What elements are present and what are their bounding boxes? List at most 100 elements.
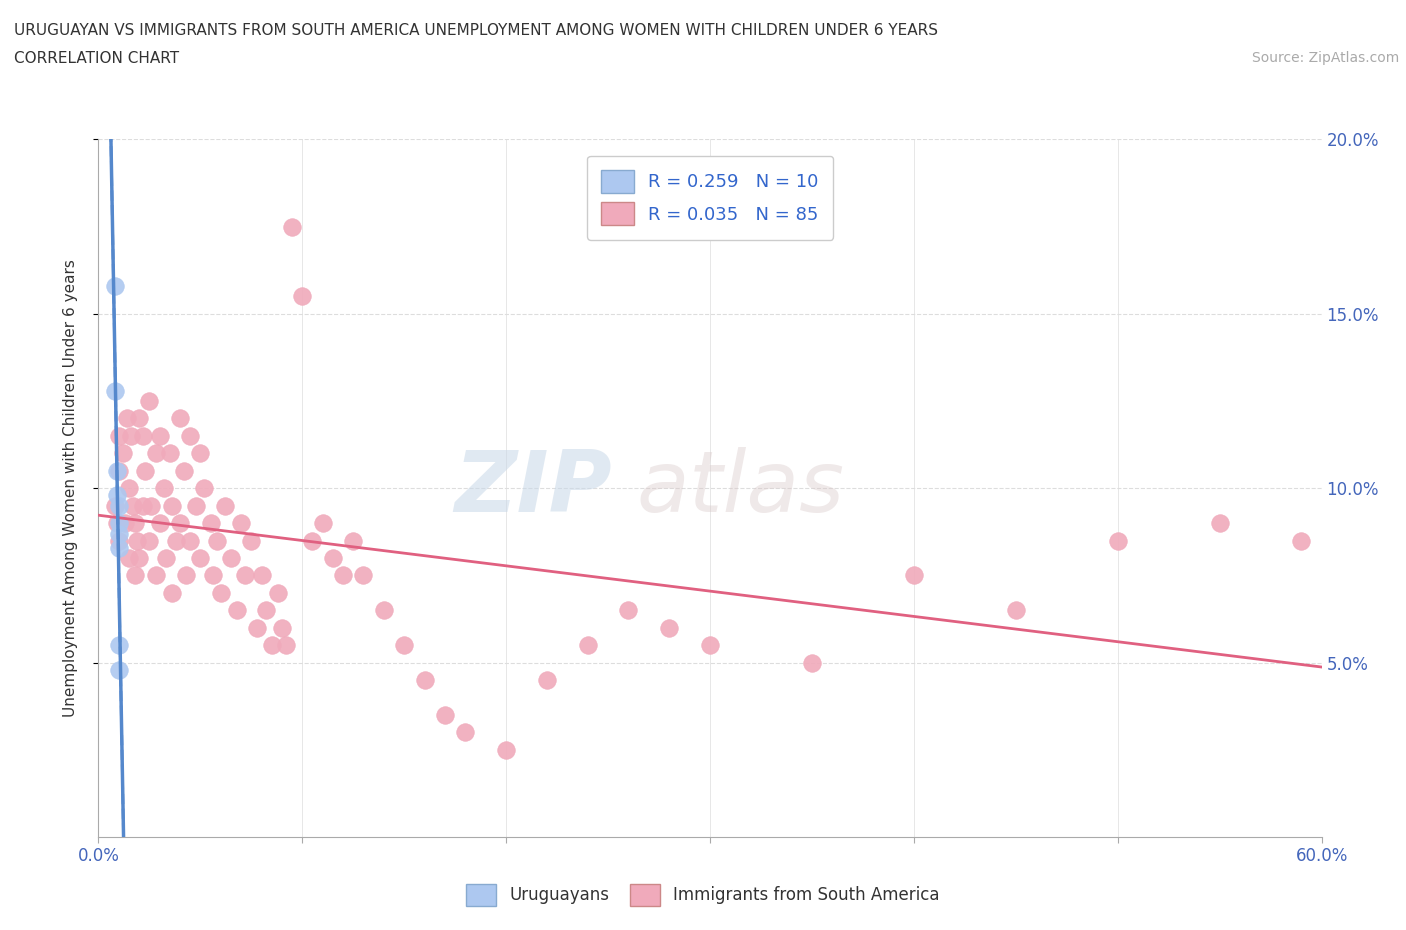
Point <box>149 429 172 444</box>
Point <box>122 498 145 513</box>
Point <box>254 603 277 618</box>
Point <box>219 551 242 565</box>
Point <box>267 586 290 601</box>
Point <box>155 551 177 565</box>
Text: URUGUAYAN VS IMMIGRANTS FROM SOUTH AMERICA UNEMPLOYMENT AMONG WOMEN WITH CHILDRE: URUGUAYAN VS IMMIGRANTS FROM SOUTH AMERI… <box>14 23 938 38</box>
Point <box>231 515 253 530</box>
Point <box>145 568 167 583</box>
Point <box>205 533 228 548</box>
Point <box>104 383 127 398</box>
Point <box>124 515 146 530</box>
Point <box>134 463 156 478</box>
Point <box>108 638 131 653</box>
Point <box>169 515 191 530</box>
Point <box>108 429 131 444</box>
Point <box>105 488 128 503</box>
Point <box>193 481 215 496</box>
Point <box>186 498 208 513</box>
Point <box>536 672 558 687</box>
Point <box>209 586 232 601</box>
Point <box>132 429 155 444</box>
Point <box>240 533 263 548</box>
Legend: R = 0.259   N = 10, R = 0.035   N = 85: R = 0.259 N = 10, R = 0.035 N = 85 <box>586 155 834 240</box>
Point <box>801 656 824 671</box>
Point <box>332 568 354 583</box>
Point <box>124 568 146 583</box>
Point <box>188 446 212 461</box>
Point <box>312 515 335 530</box>
Point <box>270 620 294 635</box>
Point <box>105 515 128 530</box>
Point <box>108 540 131 555</box>
Point <box>145 446 167 461</box>
Point <box>226 603 249 618</box>
Point <box>233 568 256 583</box>
Point <box>281 219 304 234</box>
Point <box>165 533 187 548</box>
Point <box>120 429 142 444</box>
Point <box>454 725 477 740</box>
Point <box>108 463 131 478</box>
Point <box>108 526 131 541</box>
Point <box>160 586 183 601</box>
Point <box>108 533 131 548</box>
Point <box>179 429 201 444</box>
Point <box>114 515 136 530</box>
Text: Source: ZipAtlas.com: Source: ZipAtlas.com <box>1251 51 1399 65</box>
Point <box>1004 603 1026 618</box>
Point <box>141 498 163 513</box>
Point <box>617 603 640 618</box>
Point <box>138 393 160 408</box>
Point <box>322 551 344 565</box>
Point <box>108 662 131 677</box>
Point <box>128 551 150 565</box>
Point <box>169 411 191 426</box>
Point <box>495 742 517 757</box>
Point <box>903 568 925 583</box>
Point <box>260 638 283 653</box>
Text: ZIP: ZIP <box>454 446 612 530</box>
Point <box>128 411 150 426</box>
Point <box>149 515 172 530</box>
Point <box>576 638 599 653</box>
Point <box>105 463 128 478</box>
Point <box>108 515 131 530</box>
Point <box>214 498 236 513</box>
Point <box>392 638 416 653</box>
Point <box>291 289 314 304</box>
Point <box>127 533 149 548</box>
Point <box>301 533 323 548</box>
Point <box>373 603 395 618</box>
Point <box>342 533 364 548</box>
Y-axis label: Unemployment Among Women with Children Under 6 years: Unemployment Among Women with Children U… <box>63 259 77 717</box>
Point <box>434 708 457 723</box>
Point <box>201 568 224 583</box>
Point <box>174 568 197 583</box>
Point <box>138 533 160 548</box>
Point <box>118 481 141 496</box>
Legend: Uruguayans, Immigrants from South America: Uruguayans, Immigrants from South Americ… <box>460 878 946 912</box>
Point <box>1209 515 1232 530</box>
Point <box>132 498 155 513</box>
Point <box>118 551 141 565</box>
Point <box>413 672 436 687</box>
Point <box>115 411 138 426</box>
Point <box>1291 533 1313 548</box>
Point <box>152 481 174 496</box>
Point <box>658 620 681 635</box>
Point <box>173 463 195 478</box>
Point <box>274 638 297 653</box>
Point <box>108 498 131 513</box>
Text: CORRELATION CHART: CORRELATION CHART <box>14 51 179 66</box>
Point <box>200 515 222 530</box>
Point <box>250 568 273 583</box>
Point <box>246 620 269 635</box>
Point <box>352 568 374 583</box>
Point <box>160 498 183 513</box>
Point <box>159 446 181 461</box>
Point <box>188 551 212 565</box>
Point <box>1107 533 1129 548</box>
Point <box>111 446 134 461</box>
Point <box>104 279 127 294</box>
Point <box>179 533 201 548</box>
